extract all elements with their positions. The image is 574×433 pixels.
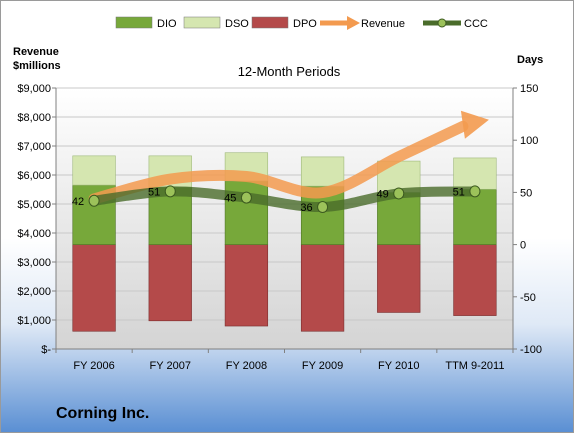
ccc-marker [469, 185, 481, 198]
x-tick-label: FY 2009 [302, 360, 343, 372]
axes: $- $1,000 $2,000 $3,000 $4,000 $5,000 $6,000 $7… [17, 83, 542, 372]
legend-arrow-revenue [347, 16, 360, 30]
bar-dpo [300, 244, 345, 332]
x-tick-label: FY 2007 [150, 360, 191, 372]
legend-label-dpo: DPO [293, 18, 317, 30]
left-tick-label: $- [41, 344, 51, 356]
bar-dio [224, 180, 269, 245]
bar-dso [72, 155, 116, 186]
bar-dpo [148, 244, 192, 322]
legend-label-revenue: Revenue [361, 18, 405, 30]
ccc-marker [393, 187, 405, 200]
plot-area [56, 88, 513, 349]
right-tick-label: 150 [520, 83, 538, 95]
legend-label-dso: DSO [225, 18, 249, 30]
series-lines: 42 51 45 36 49 51 [72, 110, 489, 214]
legend-swatch-dio [115, 16, 153, 29]
right-tick-label: 100 [520, 135, 538, 147]
bar-dpo [453, 244, 497, 316]
legend-swatch-dso [183, 16, 221, 29]
legend-label-ccc: CCC [464, 18, 488, 30]
left-tick-label: $4,000 [17, 228, 51, 240]
ccc-line [89, 186, 480, 213]
bar-dpo [377, 244, 421, 313]
ccc-marker [164, 185, 176, 198]
left-tick-label: $3,000 [17, 257, 51, 269]
left-tick-label: $9,000 [17, 83, 51, 95]
bar-dpo [72, 244, 116, 332]
x-tick-label: FY 2008 [226, 360, 267, 372]
right-axis-label: Days [517, 54, 543, 66]
right-tick-label: -50 [520, 292, 536, 304]
bar-dso [453, 157, 497, 190]
right-tick-label: 50 [520, 187, 532, 199]
ccc-data-label: 45 [224, 193, 236, 205]
left-tick-label: $8,000 [17, 112, 51, 124]
left-axis-label-line-2: $millions [13, 60, 61, 72]
ccc-marker [88, 194, 100, 207]
ccc-data-label: 36 [300, 202, 312, 214]
legend-marker-ccc [437, 18, 447, 28]
ccc-data-label: 49 [377, 188, 389, 200]
ccc-marker [317, 201, 329, 214]
left-tick-label: $6,000 [17, 170, 51, 182]
left-tick-label: $1,000 [17, 315, 51, 327]
ccc-data-label: 51 [453, 186, 465, 198]
left-tick-label: $5,000 [17, 199, 51, 211]
ccc-data-label: 51 [148, 186, 160, 198]
x-tick-label: FY 2006 [73, 360, 114, 372]
ccc-marker [240, 191, 252, 204]
bars [72, 152, 497, 332]
legend: DIO DSO DPO Revenue CCC [115, 16, 488, 30]
legend-label-dio: DIO [157, 18, 177, 30]
left-tick-label: $2,000 [17, 286, 51, 298]
gridlines [56, 87, 513, 321]
x-tick-label: TTM 9-2011 [445, 360, 504, 372]
chart-title: 12-Month Periods [238, 64, 341, 79]
right-tick-label: -100 [520, 344, 542, 356]
bar-dpo [224, 244, 269, 327]
revenue-arrowhead [460, 110, 489, 139]
legend-swatch-dpo [251, 16, 289, 29]
right-tick-label: 0 [520, 240, 526, 252]
left-axis-label-line-1: Revenue [13, 46, 59, 58]
x-tick-label: FY 2010 [378, 360, 419, 372]
bar-dso [300, 156, 345, 187]
company-name: Corning Inc. [56, 405, 150, 422]
ccc-data-label: 42 [72, 196, 84, 208]
revenue-line [88, 120, 469, 205]
left-tick-label: $7,000 [17, 141, 51, 153]
